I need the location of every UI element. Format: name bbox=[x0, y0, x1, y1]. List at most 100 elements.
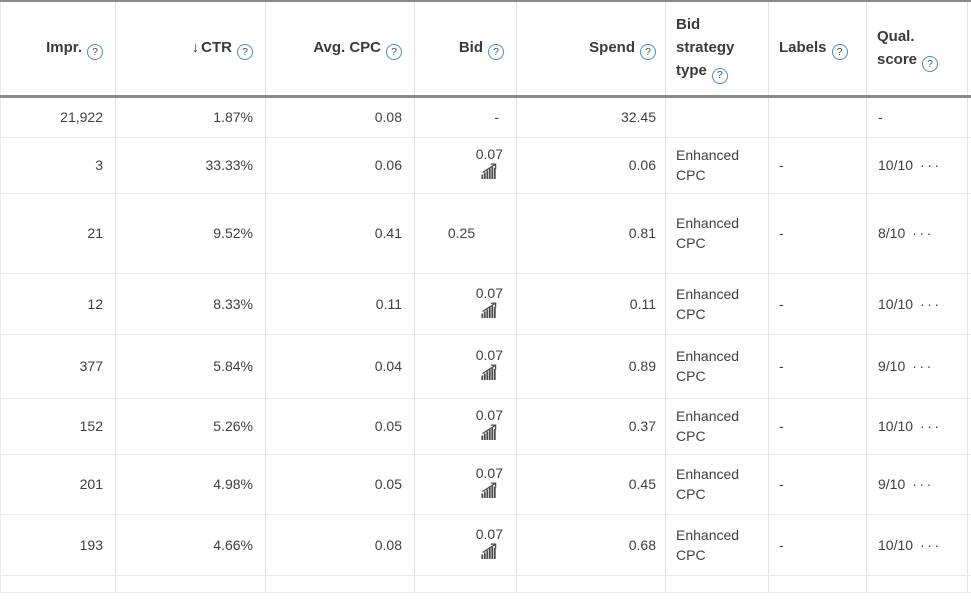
qual-score-cell: 10/10 ··· bbox=[866, 273, 968, 335]
ctr-cell: 4.98% bbox=[115, 454, 266, 515]
next-column-sliver bbox=[967, 514, 971, 576]
bid-value[interactable]: 0.07 bbox=[475, 146, 503, 162]
bid-value[interactable]: 0.25 bbox=[447, 224, 476, 241]
spend-cell: 32.45 bbox=[516, 96, 666, 138]
qual-score-cell: 10/10 ··· bbox=[866, 398, 968, 455]
labels-cell: - bbox=[768, 193, 867, 274]
column-header-spend[interactable]: Spend? bbox=[516, 1, 666, 98]
help-icon[interactable]: ? bbox=[640, 44, 656, 61]
bid-strategy-cell: Enhanced CPC bbox=[665, 334, 769, 399]
column-header-ctr[interactable]: ↓ CTR? bbox=[115, 1, 266, 98]
bid-cell[interactable]: 0.07 bbox=[414, 137, 517, 194]
labels-cell: - bbox=[768, 273, 867, 335]
bid-landscape-icon[interactable] bbox=[481, 482, 497, 499]
column-header-avg-cpc[interactable]: Avg. CPC? bbox=[265, 1, 415, 98]
help-icon[interactable]: ? bbox=[237, 44, 253, 61]
bid-cell[interactable]: 0.25 bbox=[414, 193, 517, 274]
bid-value[interactable]: 0.07 bbox=[475, 347, 503, 363]
bid-cell[interactable]: 0.07 bbox=[414, 273, 517, 335]
bid-value[interactable]: 0.07 bbox=[475, 284, 503, 301]
ctr-cell: 33.33% bbox=[115, 137, 266, 194]
table-row: 193 4.66% 0.08 0.07 0.68 Enhanced CPC - … bbox=[0, 514, 971, 576]
table-row: 3 33.33% 0.06 0.07 0.06 Enhanced CPC - 1… bbox=[0, 137, 971, 194]
qual-score-cell: 9/10 ··· bbox=[866, 334, 968, 399]
bid-cell[interactable]: 0.07 bbox=[414, 334, 517, 399]
more-options-icon[interactable]: ··· bbox=[920, 295, 942, 312]
more-options-icon[interactable]: ··· bbox=[912, 476, 934, 492]
next-column-sliver bbox=[967, 273, 971, 335]
qual-score-value: 10/10 bbox=[878, 418, 914, 434]
qual-score-value: 9/10 bbox=[878, 476, 906, 492]
column-header-bid[interactable]: Bid? bbox=[414, 1, 517, 98]
help-icon[interactable]: ? bbox=[386, 44, 402, 61]
labels-cell bbox=[768, 96, 867, 138]
table-row: 201 4.98% 0.05 0.07 0.45 Enhanced CPC - … bbox=[0, 454, 971, 515]
spend-cell: 0.45 bbox=[516, 454, 666, 515]
column-header-bid-strategy-type[interactable]: Bid strategy type? bbox=[665, 1, 769, 98]
next-column-sliver bbox=[967, 334, 971, 399]
help-icon[interactable]: ? bbox=[711, 67, 728, 84]
bid-landscape-icon[interactable] bbox=[481, 163, 497, 180]
bid-value[interactable]: 0.07 bbox=[475, 525, 503, 542]
column-header-qual-score[interactable]: Qual. score? bbox=[866, 1, 968, 98]
avg-cpc-cell: 0.05 bbox=[265, 398, 415, 455]
sort-desc-icon: ↓ bbox=[191, 39, 200, 57]
impr-cell: 152 bbox=[0, 398, 116, 455]
qual-score-value: 8/10 bbox=[878, 225, 906, 241]
table-row: 377 5.84% 0.04 0.07 0.89 Enhanced CPC - … bbox=[0, 334, 971, 399]
bid-value[interactable]: 0.07 bbox=[475, 407, 503, 423]
qual-score-cell: 8/10 ··· bbox=[866, 193, 968, 274]
ctr-cell: 4.66% bbox=[115, 514, 266, 576]
labels-cell: - bbox=[768, 514, 867, 576]
ctr-cell: 5.84% bbox=[115, 334, 266, 399]
more-options-icon[interactable]: ··· bbox=[920, 418, 942, 434]
bid-cell[interactable]: 0.07 bbox=[414, 398, 517, 455]
bid-landscape-icon[interactable] bbox=[481, 364, 497, 381]
bid-cell bbox=[414, 575, 517, 593]
avg-cpc-cell: 0.08 bbox=[265, 514, 415, 576]
next-column-sliver bbox=[967, 575, 971, 593]
more-options-icon[interactable]: ··· bbox=[912, 225, 934, 241]
help-icon[interactable]: ? bbox=[831, 44, 848, 61]
avg-cpc-cell bbox=[265, 575, 415, 593]
help-icon[interactable]: ? bbox=[488, 44, 504, 61]
bid-cell[interactable]: 0.07 bbox=[414, 514, 517, 576]
ctr-cell: 9.52% bbox=[115, 193, 266, 274]
bid-cell[interactable]: 0.07 bbox=[414, 454, 517, 515]
next-column-sliver bbox=[967, 1, 971, 98]
column-label: Labels bbox=[779, 39, 827, 57]
column-label: Bid strategy type bbox=[676, 15, 735, 80]
column-label: Avg. CPC bbox=[313, 39, 381, 57]
impr-cell: 193 bbox=[0, 514, 116, 576]
next-column-sliver bbox=[967, 454, 971, 515]
column-header-labels[interactable]: Labels? bbox=[768, 1, 867, 98]
bid-landscape-icon[interactable] bbox=[481, 542, 497, 560]
bid-landscape-icon[interactable] bbox=[481, 301, 497, 319]
qual-score-cell: 10/10 ··· bbox=[866, 137, 968, 194]
bid-strategy-cell: Enhanced CPC bbox=[665, 514, 769, 576]
help-icon[interactable]: ? bbox=[87, 44, 103, 61]
next-column-sliver bbox=[967, 398, 971, 455]
labels-cell: - bbox=[768, 137, 867, 194]
avg-cpc-cell: 0.41 bbox=[265, 193, 415, 274]
help-icon[interactable]: ? bbox=[922, 56, 939, 72]
table-row: 152 5.26% 0.05 0.07 0.37 Enhanced CPC - … bbox=[0, 398, 971, 455]
impr-cell: 3 bbox=[0, 137, 116, 194]
bid-value[interactable]: 0.07 bbox=[475, 465, 503, 481]
impr-cell: 21 bbox=[0, 193, 116, 274]
more-options-icon[interactable]: ··· bbox=[912, 358, 934, 374]
ctr-cell: 5.26% bbox=[115, 398, 266, 455]
impr-cell: 21,922 bbox=[0, 96, 116, 138]
more-options-icon[interactable]: ··· bbox=[920, 157, 942, 173]
qual-score-cell: 10/10 ··· bbox=[866, 514, 968, 576]
table-row: 12 8.33% 0.11 0.07 0.11 Enhanced CPC - 1… bbox=[0, 273, 971, 335]
avg-cpc-cell: 0.11 bbox=[265, 273, 415, 335]
spend-cell: 0.11 bbox=[516, 273, 666, 335]
spend-cell: 0.68 bbox=[516, 514, 666, 576]
ctr-cell: 1.87% bbox=[115, 96, 266, 138]
totals-row: 21,922 1.87% 0.08 - 32.45 - bbox=[0, 96, 971, 138]
bid-strategy-cell: Enhanced CPC bbox=[665, 454, 769, 515]
bid-landscape-icon[interactable] bbox=[481, 424, 497, 441]
more-options-icon[interactable]: ··· bbox=[920, 536, 942, 553]
column-header-impr[interactable]: Impr.? bbox=[0, 1, 116, 98]
